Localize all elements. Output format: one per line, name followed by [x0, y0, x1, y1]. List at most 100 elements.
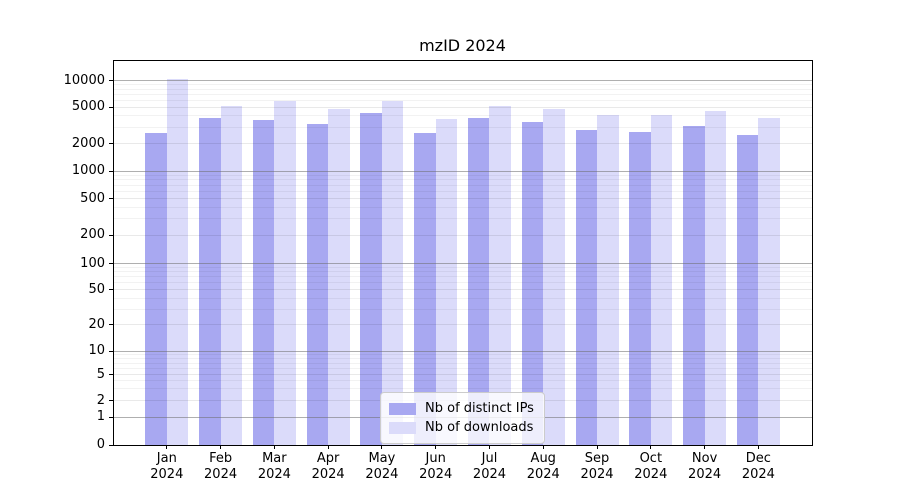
x-tick	[220, 445, 222, 449]
bar-distinct-ips-nov	[683, 126, 705, 445]
gridline	[114, 184, 812, 186]
y-tick-label: 2000	[71, 135, 105, 151]
x-tick-label-nov: Nov 2024	[688, 451, 722, 482]
gridlines-layer	[114, 61, 812, 445]
y-tick	[109, 324, 113, 325]
gridline	[114, 174, 812, 176]
y-tick-label: 1	[96, 409, 105, 424]
y-tick	[109, 444, 113, 446]
gridline	[114, 266, 812, 268]
bar-downloads-feb	[220, 105, 243, 445]
gridline	[114, 218, 812, 220]
bar-downloads-aug	[543, 109, 565, 445]
gridline	[114, 99, 812, 101]
gridline	[114, 276, 812, 278]
bar-distinct-ips-jan	[145, 133, 167, 445]
y-tick-label: 500	[80, 190, 105, 206]
x-tick-label-sep: Sep 2024	[580, 451, 614, 482]
legend-item-distinct-ips: Nb of distinct IPs	[389, 400, 534, 417]
x-tick	[596, 445, 598, 449]
gridline	[114, 234, 812, 236]
x-tick-label-jul: Jul 2024	[472, 451, 507, 482]
gridline	[114, 362, 812, 364]
x-tick-label-feb: Feb 2024	[204, 451, 238, 482]
gridline	[114, 297, 812, 299]
gridline	[114, 179, 812, 181]
gridline	[114, 93, 812, 95]
y-tick	[109, 400, 113, 401]
x-tick-label-may: May 2024	[365, 451, 399, 482]
x-tick	[542, 445, 544, 449]
bar-downloads-sep	[597, 114, 619, 445]
gridline	[114, 271, 812, 273]
x-tick	[704, 445, 706, 449]
x-tick-label-apr: Apr 2024	[311, 451, 345, 482]
y-tick-label: 10	[88, 343, 105, 358]
gridline	[114, 198, 812, 199]
y-tick-label: 20	[88, 316, 105, 332]
bar-distinct-ips-dec	[736, 134, 759, 445]
bar-distinct-ips-sep	[575, 130, 598, 445]
bar-distinct-ips-oct	[629, 131, 651, 445]
legend-item-downloads: Nb of downloads	[389, 419, 534, 436]
x-tick	[166, 445, 168, 449]
y-tick-label: 2	[96, 392, 105, 408]
y-tick	[109, 374, 113, 375]
gridline	[114, 80, 812, 81]
gridline	[114, 380, 812, 382]
gridline	[114, 88, 812, 90]
y-tick-label: 50	[88, 281, 105, 297]
gridline	[114, 374, 812, 375]
y-tick	[109, 106, 113, 108]
x-tick	[273, 445, 275, 449]
bar-distinct-ips-feb	[199, 117, 221, 445]
legend-swatch-downloads	[389, 421, 416, 434]
gridline	[114, 367, 812, 369]
gridline	[114, 289, 812, 290]
gridline	[114, 206, 812, 208]
gridline	[114, 308, 812, 310]
plot-area: Nb of distinct IPs Nb of downloads	[113, 60, 813, 446]
y-tick-label: 5	[96, 366, 105, 382]
gridline	[114, 324, 812, 325]
y-tick-label: 10000	[63, 72, 105, 88]
x-tick-label-jun: Jun 2024	[419, 451, 453, 482]
x-tick	[381, 445, 383, 449]
gridline	[114, 143, 812, 144]
bar-distinct-ips-apr	[306, 123, 329, 445]
gridline	[114, 190, 812, 192]
gridline	[114, 350, 812, 352]
y-tick	[109, 170, 113, 172]
y-tick	[109, 143, 113, 144]
bar-downloads-oct	[650, 114, 673, 445]
x-tick	[757, 445, 759, 449]
x-tick-label-dec: Dec 2024	[741, 451, 775, 482]
gridline	[114, 170, 812, 172]
y-tick	[109, 80, 113, 81]
gridline	[114, 358, 812, 360]
x-tick-label-mar: Mar 2024	[257, 451, 291, 482]
bar-distinct-ips-mar	[252, 120, 275, 445]
y-tick	[109, 416, 113, 418]
gridline	[114, 388, 812, 390]
gridline	[114, 126, 812, 128]
bar-distinct-ips-jul	[467, 117, 490, 445]
y-tick-label: 100	[80, 255, 105, 271]
bar-distinct-ips-may	[360, 113, 382, 445]
y-tick-label: 0	[96, 437, 105, 452]
bar-distinct-ips-jun	[414, 133, 436, 445]
x-tick	[435, 445, 437, 449]
bar-downloads-mar	[274, 101, 296, 445]
y-tick-label: 200	[80, 227, 105, 242]
bar-downloads-apr	[328, 108, 350, 445]
gridline	[114, 282, 812, 284]
x-tick-label-jan: Jan 2024	[150, 451, 184, 482]
bar-downloads-dec	[758, 117, 780, 445]
y-tick	[109, 198, 113, 199]
gridline	[114, 106, 812, 108]
bar-downloads-nov	[704, 111, 727, 445]
x-tick	[327, 445, 329, 449]
bar-downloads-jul	[489, 105, 511, 445]
x-tick	[488, 445, 490, 449]
